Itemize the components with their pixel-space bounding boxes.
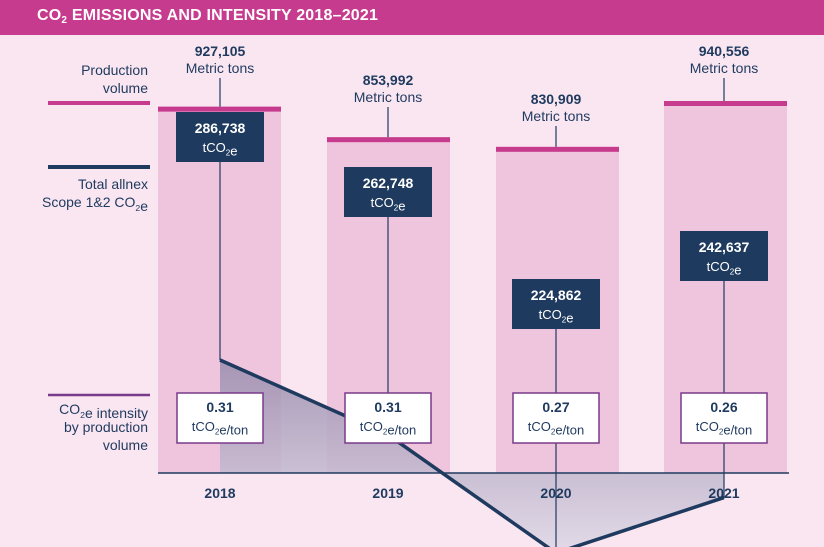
- intensity-value-label-2019: 0.31: [374, 399, 401, 415]
- emissions-unit-label-2021: tCO2e: [707, 259, 742, 278]
- intensity-value-label-2018: 0.31: [206, 399, 233, 415]
- production-bar-cap-2019: [327, 137, 450, 143]
- production-value-label-2020: 830,909: [531, 91, 582, 107]
- emissions-value-box-2018: [176, 112, 264, 162]
- row-label-emissions-line-0: Total allnex: [78, 176, 148, 192]
- intensity-unit-label-2018: tCO2e/ton: [192, 419, 249, 438]
- intensity-value-box-2018: [176, 392, 264, 444]
- intensity-value-label-2021: 0.26: [710, 399, 737, 415]
- production-value-label-2018: 927,105: [195, 43, 246, 59]
- production-value-label-2019: 853,992: [363, 72, 414, 88]
- production-unit-label-2018: Metric tons: [186, 60, 254, 76]
- row-label-production-line-0: Production: [81, 62, 148, 78]
- emissions-value-label-2019: 262,748: [363, 175, 414, 191]
- row-label-intensity-line-2: volume: [103, 437, 148, 453]
- production-unit-label-2021: Metric tons: [690, 60, 758, 76]
- intensity-unit-label-2020: tCO2e/ton: [528, 419, 585, 438]
- row-label-intensity-line-0: CO2e intensity: [59, 401, 148, 421]
- emissions-value-box-2019: [344, 167, 432, 217]
- intensity-value-box-2020: [512, 392, 600, 444]
- emissions-value-box-2020: [512, 279, 600, 329]
- intensity-value-label-2020: 0.27: [542, 399, 569, 415]
- intensity-value-box-2021: [680, 392, 768, 444]
- x-tick-label-2019: 2019: [372, 485, 403, 501]
- emissions-value-label-2021: 242,637: [699, 239, 750, 255]
- intensity-unit-label-2021: tCO2e/ton: [696, 419, 753, 438]
- intensity-unit-label-2019: tCO2e/ton: [360, 419, 417, 438]
- production-bar-cap-2021: [664, 101, 787, 106]
- emissions-value-label-2020: 224,862: [531, 287, 582, 303]
- emissions-unit-label-2019: tCO2e: [371, 195, 406, 214]
- production-unit-label-2020: Metric tons: [522, 108, 590, 124]
- x-tick-label-2018: 2018: [204, 485, 235, 501]
- emissions-unit-label-2020: tCO2e: [539, 307, 574, 326]
- intensity-value-box-2019: [344, 392, 432, 444]
- title-banner: CO2 EMISSIONS AND INTENSITY 2018–2021: [0, 0, 824, 35]
- emissions-value-box-2021: [680, 231, 768, 281]
- emissions-line: [219, 358, 725, 547]
- row-label-production-line-1: volume: [103, 80, 148, 96]
- emissions-unit-label-2018: tCO2e: [203, 140, 238, 159]
- row-label-emissions-line-1: Scope 1&2 CO2e: [42, 194, 148, 214]
- chart-title: CO2 EMISSIONS AND INTENSITY 2018–2021: [37, 7, 379, 26]
- emissions-value-label-2018: 286,738: [195, 120, 246, 136]
- production-value-label-2021: 940,556: [699, 43, 750, 59]
- production-unit-label-2019: Metric tons: [354, 89, 422, 105]
- emissions-area: [220, 360, 724, 547]
- production-bar-cap-2018: [158, 106, 281, 112]
- row-label-intensity-line-1: by production: [64, 419, 148, 435]
- production-bar-cap-2020: [496, 146, 619, 152]
